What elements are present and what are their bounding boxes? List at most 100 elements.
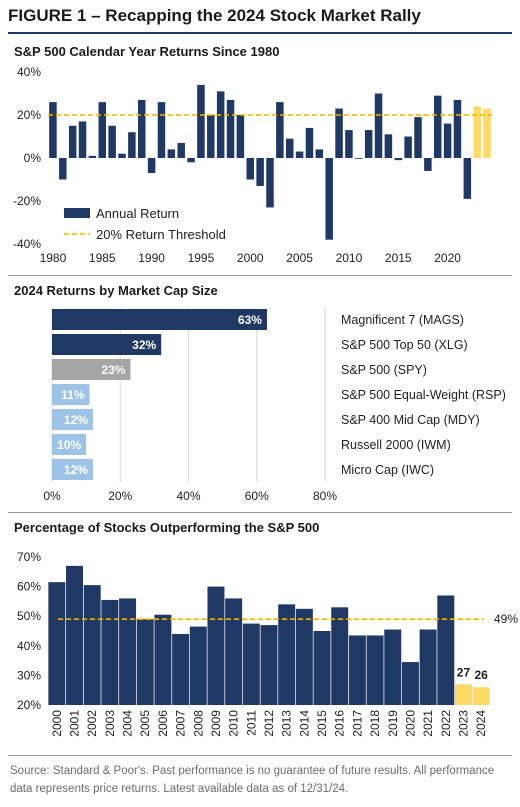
outperform-bar	[472, 687, 490, 705]
x-tick-label: 2022	[439, 710, 453, 737]
market-cap-bar	[52, 309, 267, 330]
annual-return-bar	[433, 95, 442, 158]
market-cap-returns-chart: 0% 20% 40% 60% 80% 63% Magnificent 7 (MAGS) 32%…	[43, 307, 506, 503]
x-tick-label: 2020	[403, 710, 417, 737]
annual-return-bar	[345, 130, 353, 158]
annual-return-bar	[236, 115, 245, 158]
title-rule	[8, 32, 512, 34]
bar-value-label: 32%	[132, 338, 156, 352]
legend-swatch-annual-return	[64, 208, 90, 218]
x-tick-label: 2008	[191, 710, 205, 737]
y-tick-label: 60%	[17, 580, 41, 594]
outperform-bar	[366, 635, 384, 705]
x-tick-label: 2014	[297, 710, 311, 737]
bar-value-label: 63%	[238, 313, 262, 327]
x-tick-label: 2024	[474, 710, 488, 737]
legend-label-annual-return: Annual Return	[96, 206, 179, 221]
x-tick-label: 2009	[209, 710, 223, 737]
outperform-bar	[119, 598, 137, 705]
x-tick-label: 2020	[434, 251, 461, 265]
outperform-bar	[295, 608, 313, 705]
y-tick-label: -20%	[13, 194, 41, 208]
annual-return-bar	[98, 102, 107, 158]
x-tick-label: 2021	[421, 710, 435, 737]
outperform-bar	[48, 582, 66, 705]
outperform-bar	[242, 623, 260, 705]
x-tick-label: 40%	[176, 489, 200, 503]
bar-value-label: 12%	[64, 413, 88, 427]
outperform-bar	[331, 607, 349, 705]
category-label: S&P 500 (SPY)	[341, 363, 427, 377]
category-label: S&P 500 Top 50 (XLG)	[341, 338, 468, 352]
y-tick-label: 40%	[17, 65, 41, 79]
y-tick-label: 0%	[24, 151, 42, 165]
outperform-bar	[83, 585, 101, 705]
x-tick-label: 1990	[138, 251, 165, 265]
y-tick-label: 20%	[17, 108, 41, 122]
annual-return-bar	[443, 123, 452, 158]
annual-return-bar	[118, 153, 126, 158]
outperform-bar	[189, 626, 207, 705]
annual-return-bar	[128, 132, 136, 158]
annual-return-bar	[78, 121, 87, 158]
x-tick-label: 2015	[315, 710, 329, 737]
annual-return-bar	[226, 99, 235, 158]
outperform-bar	[278, 604, 296, 705]
annual-return-bar	[355, 158, 363, 159]
annual-return-bar	[335, 108, 343, 158]
annual-return-bar	[473, 106, 481, 158]
bar-value-label: 10%	[57, 438, 81, 452]
annual-return-bar	[68, 125, 77, 158]
y-tick-label: 70%	[17, 550, 41, 564]
highlight-value-label: 27	[457, 665, 471, 679]
annual-return-bar	[137, 99, 146, 158]
x-tick-label: 2010	[227, 710, 241, 737]
y-tick-label: 40%	[17, 639, 41, 653]
x-tick-label: 2007	[174, 710, 188, 737]
legend-label-threshold: 20% Return Threshold	[96, 227, 226, 242]
x-tick-label: 20%	[108, 489, 132, 503]
x-tick-label: 1980	[40, 251, 67, 265]
x-tick-label: 2019	[386, 710, 400, 737]
y-tick-label: 20%	[17, 698, 41, 712]
market-cap-bar	[52, 384, 90, 405]
outperform-bar	[348, 635, 366, 705]
y-tick-label: 50%	[17, 609, 41, 623]
highlight-value-label: 26	[474, 668, 488, 682]
annual-return-bar	[394, 158, 403, 161]
annual-return-bar	[424, 158, 432, 171]
annual-return-bar	[88, 155, 97, 158]
figure-title: FIGURE 1 – Recapping the 2024 Stock Mark…	[8, 6, 421, 25]
x-tick-label: 2005	[286, 251, 313, 265]
x-tick-label: 2018	[368, 710, 382, 737]
category-label: S&P 400 Mid Cap (MDY)	[341, 413, 480, 427]
outperform-bar	[260, 625, 278, 705]
annual-return-bar	[157, 102, 166, 158]
annual-return-bar	[384, 134, 393, 158]
outperform-bar	[419, 629, 437, 705]
annual-return-bar	[453, 99, 462, 158]
annual-return-bar	[207, 115, 215, 158]
annual-return-bar	[414, 117, 422, 158]
outperform-bar	[172, 633, 190, 705]
outperform-bar	[313, 631, 331, 705]
annual-return-bar	[285, 138, 294, 158]
annual-return-bar	[483, 108, 491, 158]
annual-return-bar	[276, 102, 284, 158]
chart2-title: 2024 Returns by Market Cap Size	[14, 283, 218, 298]
annual-return-bar	[463, 158, 472, 199]
x-tick-label: 2002	[85, 710, 99, 737]
annual-return-bar	[404, 136, 412, 158]
annual-return-bar	[49, 102, 57, 158]
market-cap-bar	[52, 359, 131, 380]
annual-return-bar	[266, 158, 274, 208]
section-divider-1	[8, 275, 512, 276]
section-divider-3	[8, 755, 512, 756]
annual-return-bar	[315, 149, 324, 158]
x-tick-label: 2012	[262, 710, 276, 737]
bar-value-label: 11%	[61, 388, 85, 402]
source-note: Source: Standard & Poor's. Past performa…	[10, 765, 495, 795]
market-cap-bar	[52, 334, 162, 355]
category-label: Russell 2000 (IWM)	[341, 438, 451, 452]
annual-return-bar	[216, 91, 225, 158]
